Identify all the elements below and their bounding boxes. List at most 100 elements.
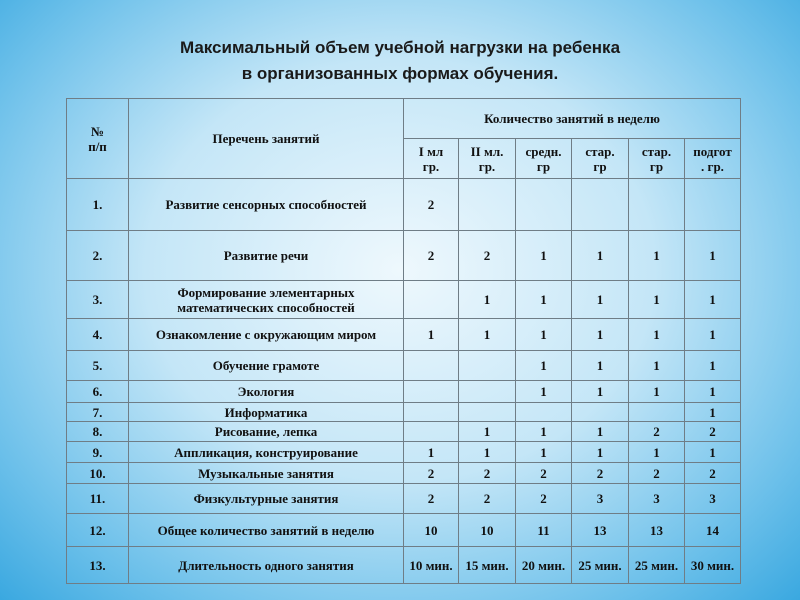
cell: 1	[571, 441, 629, 463]
cell: 1	[684, 280, 741, 319]
cell: Развитие речи	[128, 230, 404, 281]
title-line: в организованных формах обучения.	[241, 64, 559, 83]
title-line: Максимальный объем учебной нагрузки на р…	[179, 38, 621, 57]
cell: 13	[628, 513, 685, 547]
cell	[684, 178, 741, 231]
cell: 1	[628, 280, 685, 319]
cell: средн. гр	[515, 138, 572, 179]
cell: 1	[458, 318, 516, 351]
cell: 1	[515, 350, 572, 381]
cell: 1	[515, 318, 572, 351]
cell: 1	[628, 318, 685, 351]
cell: 1	[684, 318, 741, 351]
cell: подгот . гр.	[684, 138, 741, 179]
row: 11. Физкультурные занятия 2 2 2 3 3 3	[66, 483, 741, 514]
cell	[403, 421, 459, 442]
cell: 2.	[66, 230, 129, 281]
cell: 1	[684, 380, 741, 403]
cell: 5.	[66, 350, 129, 381]
cell: 1	[684, 230, 741, 281]
cell: 2	[403, 230, 459, 281]
row: 12. Общее количество занятий в неделю 10 10…	[66, 513, 741, 547]
cell: 1	[571, 280, 629, 319]
cell: 1	[403, 318, 459, 351]
cell: Развитие сенсорных способностей	[128, 178, 404, 231]
cell: 1	[628, 230, 685, 281]
row: 10. Музыкальные занятия 2 2 2 2 2 2	[66, 462, 741, 484]
cell: 25 мин.	[628, 546, 685, 584]
cell: 1	[571, 318, 629, 351]
cell: 15 мин.	[458, 546, 516, 584]
cell: 10.	[66, 462, 129, 484]
cell	[403, 402, 459, 422]
row: 8. Рисование, лепка 1 1 1 2 2	[66, 421, 741, 442]
row: 9. Аппликация, конструирование 1 1 1 1 1 1	[66, 441, 741, 463]
cell	[571, 402, 629, 422]
header-cell: № п/п	[66, 98, 129, 179]
cell: 1	[628, 380, 685, 403]
cell: 13.	[66, 546, 129, 584]
cell: 10 мин.	[403, 546, 459, 584]
cell: 1.	[66, 178, 129, 231]
cell: 1	[684, 402, 741, 422]
cell: 2	[458, 462, 516, 484]
cell	[458, 178, 516, 231]
cell	[515, 402, 572, 422]
cell: I мл гр.	[403, 138, 459, 179]
cell	[628, 402, 685, 422]
cell: Общее количество занятий в неделю	[128, 513, 404, 547]
cell: 14	[684, 513, 741, 547]
cell: Длительность одного занятия	[128, 546, 404, 584]
cell: 1	[684, 350, 741, 381]
cell: 25 мин.	[571, 546, 629, 584]
cell: 30 мин.	[684, 546, 741, 584]
cell: Обучение грамоте	[128, 350, 404, 381]
cell: 10	[458, 513, 516, 547]
cell	[403, 280, 459, 319]
cell	[515, 178, 572, 231]
cell	[458, 380, 516, 403]
cell: 2	[571, 462, 629, 484]
cell: стар. гр	[628, 138, 685, 179]
cell: Музыкальные занятия	[128, 462, 404, 484]
cell: 1	[571, 421, 629, 442]
cell: 13	[571, 513, 629, 547]
cell: 1	[515, 380, 572, 403]
cell: Ознакомление с окружающим миром	[128, 318, 404, 351]
cell: 1	[515, 280, 572, 319]
row: 1. Развитие сенсорных способностей 2	[66, 178, 741, 231]
cell: 10	[403, 513, 459, 547]
row: 6. Экология 1 1 1 1	[66, 380, 741, 403]
cell: 3.	[66, 280, 129, 319]
cell: II мл. гр.	[458, 138, 516, 179]
cell: 1	[403, 441, 459, 463]
cell	[628, 178, 685, 231]
cell: Физкультурные занятия	[128, 483, 404, 514]
row: 4. Ознакомление с окружающим миром 1 1 1 1 1 1	[66, 318, 741, 351]
row: 3. Формирование элементарных математическ…	[66, 280, 741, 319]
cell: 11.	[66, 483, 129, 514]
cell: 2	[628, 421, 685, 442]
cell: 11	[515, 513, 572, 547]
cell: Рисование, лепка	[128, 421, 404, 442]
cell	[458, 402, 516, 422]
cell: 2	[458, 483, 516, 514]
cell: 8.	[66, 421, 129, 442]
cell: 4.	[66, 318, 129, 351]
cell: 1	[628, 350, 685, 381]
cell: 2	[515, 462, 572, 484]
cell: 2	[684, 421, 741, 442]
cell: 2	[403, 483, 459, 514]
table: № п/п Перечень занятий Количество заняти…	[66, 98, 741, 584]
row: 7. Информатика 1	[66, 402, 741, 422]
cell: Информатика	[128, 402, 404, 422]
cell: 6.	[66, 380, 129, 403]
cell: 12.	[66, 513, 129, 547]
cell: 2	[403, 462, 459, 484]
cell: 1	[571, 380, 629, 403]
row: 5. Обучение грамоте 1 1 1 1	[66, 350, 741, 381]
cell: 7.	[66, 402, 129, 422]
cell: 3	[628, 483, 685, 514]
cell: 2	[515, 483, 572, 514]
